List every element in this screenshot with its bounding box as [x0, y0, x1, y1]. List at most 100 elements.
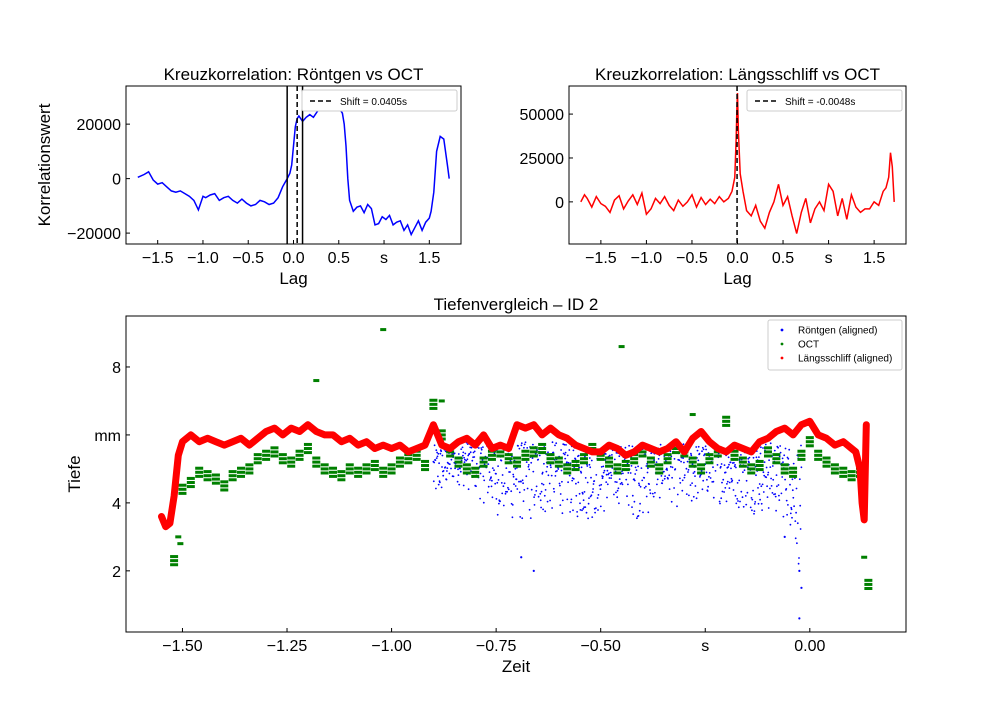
- scatter-point: [627, 504, 630, 506]
- scatter-point: [429, 406, 438, 410]
- scatter-point: [571, 468, 580, 472]
- scatter-point: [679, 477, 681, 480]
- x-tick-label: 0.5: [328, 250, 350, 267]
- scatter-point: [726, 483, 728, 485]
- scatter-point: [709, 477, 712, 479]
- scatter-point: [618, 502, 620, 505]
- scatter-point: [578, 466, 580, 469]
- scatter-point: [588, 463, 591, 466]
- scatter-point: [705, 457, 714, 461]
- scatter-point: [442, 474, 445, 477]
- scatter-point: [459, 467, 461, 470]
- scatter-point: [721, 490, 724, 493]
- scatter-point: [692, 495, 695, 498]
- scatter-point: [814, 453, 823, 457]
- scatter-point: [303, 442, 312, 446]
- scatter-point: [771, 492, 774, 494]
- scatter-point: [661, 482, 664, 485]
- scatter-point: [487, 485, 490, 488]
- x-tick-label: s: [380, 250, 388, 267]
- scatter-point: [702, 479, 705, 482]
- scatter-point: [703, 453, 706, 455]
- scatter-point: [566, 461, 568, 463]
- scatter-point: [839, 470, 848, 474]
- scatter-point: [689, 484, 692, 486]
- scatter-point: [723, 464, 726, 466]
- scatter-point: [530, 461, 533, 464]
- scatter-point: [479, 456, 488, 460]
- scatter-point: [379, 474, 388, 478]
- scatter-point: [696, 449, 699, 452]
- scatter-point: [613, 471, 622, 475]
- scatter-point: [745, 503, 748, 506]
- scatter-point: [635, 469, 638, 471]
- scatter-point: [187, 431, 194, 438]
- scatter-point: [722, 415, 731, 419]
- scatter-point: [847, 474, 856, 478]
- scatter-point: [705, 471, 708, 474]
- scatter-point: [638, 450, 647, 454]
- scatter-point: [864, 587, 873, 591]
- scatter-point: [437, 475, 439, 478]
- legend-label: Shift = -0.0048s: [785, 97, 855, 108]
- scatter-point: [730, 449, 739, 453]
- scatter-point: [472, 451, 475, 454]
- scatter-point: [698, 452, 701, 455]
- scatter-point: [814, 457, 823, 461]
- scatter-point: [362, 463, 371, 467]
- scatter-point: [736, 498, 739, 500]
- scatter-point: [549, 499, 551, 502]
- plot-area: [137, 86, 450, 244]
- scatter-point: [781, 476, 784, 478]
- scatter-point: [395, 464, 404, 468]
- scatter-point: [565, 444, 567, 446]
- scatter-point: [691, 463, 694, 466]
- scatter-point: [648, 483, 650, 485]
- scatter-point: [779, 445, 782, 447]
- scatter-point: [768, 459, 770, 462]
- scatter-point: [600, 466, 603, 468]
- scatter-point: [312, 464, 321, 468]
- scatter-point: [563, 443, 566, 446]
- scatter-point: [861, 555, 868, 559]
- scatter-point: [776, 485, 778, 488]
- scatter-point: [653, 459, 655, 461]
- scatter-point: [475, 462, 478, 465]
- scatter-point: [814, 449, 823, 453]
- scatter-point: [659, 443, 662, 446]
- scatter-point: [772, 461, 781, 465]
- scatter-point: [514, 467, 517, 470]
- scatter-point: [211, 473, 220, 477]
- scatter-point: [752, 456, 755, 459]
- scatter-point: [610, 477, 612, 479]
- scatter-point: [452, 475, 455, 478]
- scatter-point: [852, 448, 859, 455]
- scatter-point: [760, 502, 763, 505]
- scatter-point: [496, 454, 505, 458]
- scatter-point: [658, 496, 661, 499]
- scatter-point: [631, 506, 633, 508]
- scatter-point: [312, 456, 321, 460]
- scatter-point: [743, 469, 746, 472]
- scatter-point: [805, 444, 814, 448]
- scatter-point: [701, 450, 703, 453]
- scatter-point: [527, 464, 530, 466]
- scatter-point: [379, 466, 388, 470]
- scatter-point: [738, 464, 747, 468]
- scatter-point: [633, 500, 636, 503]
- y-tick-label: 0: [555, 195, 564, 212]
- scatter-point: [563, 471, 572, 475]
- scatter-point: [688, 494, 690, 497]
- scatter-point: [538, 454, 541, 457]
- scatter-point: [602, 471, 605, 474]
- scatter-point: [641, 479, 644, 482]
- scatter-point: [759, 498, 761, 501]
- scatter-point: [463, 461, 466, 463]
- scatter-point: [786, 513, 788, 516]
- scatter-point: [755, 459, 764, 463]
- scatter-point: [726, 480, 729, 483]
- scatter-point: [698, 428, 705, 435]
- scatter-point: [591, 491, 594, 493]
- scatter-point: [769, 442, 772, 445]
- scatter-point: [859, 499, 866, 506]
